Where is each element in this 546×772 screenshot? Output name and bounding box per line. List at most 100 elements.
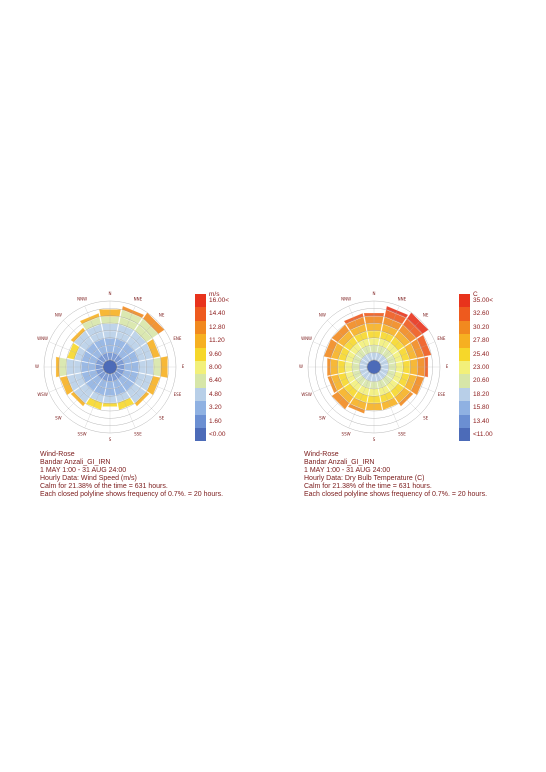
legend-label: 16.00< bbox=[209, 297, 230, 304]
wind-rose-segment bbox=[79, 312, 100, 325]
legend-label: 25.40 bbox=[473, 350, 490, 358]
direction-label: SE bbox=[423, 416, 429, 421]
caption-polyline: Each closed polyline shows frequency of … bbox=[304, 491, 488, 499]
direction-label: ESE bbox=[174, 392, 182, 397]
wind-rose-panel-right: N NNE NE ENE E ESE SE SSE S SSW SW WSW W WNW NW NNW C 3… bbox=[299, 280, 542, 510]
legend-label: 23.00 bbox=[473, 364, 490, 371]
legend-entry: 3.20 bbox=[195, 401, 255, 415]
legend-swatch bbox=[459, 347, 470, 361]
legend-label: 8.00 bbox=[209, 364, 222, 371]
caption-station: Bandar Anzali_GI_IRN bbox=[40, 459, 111, 467]
direction-label: WNW bbox=[301, 336, 312, 341]
direction-label: ESE bbox=[438, 392, 446, 397]
direction-label: NNW bbox=[77, 297, 87, 302]
direction-spoke bbox=[373, 366, 421, 414]
caption-calm: Calm for 21.38% of the time = 631 hours. bbox=[304, 483, 432, 491]
legend-swatch bbox=[459, 294, 470, 308]
direction-label: NNE bbox=[134, 297, 143, 302]
legend-entry: 25.40 bbox=[459, 347, 519, 361]
legend-entry: 8.00 bbox=[195, 361, 255, 375]
direction-label: E bbox=[182, 364, 185, 369]
legend-entry: 14.40 bbox=[195, 307, 255, 321]
legend-label: 27.80 bbox=[473, 337, 490, 345]
direction-spoke bbox=[348, 305, 375, 368]
direction-label: ENE bbox=[437, 336, 446, 341]
legend-label: <0.00 bbox=[209, 431, 226, 438]
direction-label: ENE bbox=[173, 336, 182, 341]
wind-rose-chart-left: N NNE NE ENE E ESE SE SSE S SSW SW WSW W WNW NW NNW bbox=[35, 291, 185, 442]
direction-spoke bbox=[109, 305, 136, 368]
legend-swatch bbox=[195, 428, 206, 442]
legend-label: 11.20 bbox=[209, 337, 225, 345]
legend-label: 4.80 bbox=[209, 390, 222, 398]
legend-entry: 20.60 bbox=[459, 374, 519, 388]
caption-station: Bandar Anzali_GI_IRN bbox=[304, 459, 375, 467]
wind-rose-segment bbox=[121, 305, 145, 319]
caption-polyline: Each closed polyline shows frequency of … bbox=[40, 491, 224, 499]
legend-entry: 15.80 bbox=[459, 401, 519, 415]
legend-label: 9.60 bbox=[209, 350, 222, 358]
legend-label: 14.40 bbox=[209, 310, 226, 318]
direction-spoke bbox=[327, 366, 375, 414]
direction-spoke bbox=[312, 366, 375, 393]
direction-label: NNW bbox=[341, 297, 351, 302]
legend-swatch bbox=[459, 334, 470, 348]
legend-label: 1.60 bbox=[209, 417, 222, 425]
direction-spoke bbox=[373, 366, 436, 393]
legend-entry: 18.20 bbox=[459, 387, 519, 402]
caption-calm: Calm for 21.38% of the time = 631 hours. bbox=[40, 483, 168, 491]
direction-label: SW bbox=[319, 416, 326, 421]
calm-circle bbox=[367, 360, 381, 374]
legend-left: m/s 16.00< 14.40 12.80 11.20 9.60 8.00 6.40 4.8… bbox=[195, 291, 255, 454]
direction-label: S bbox=[109, 437, 112, 442]
direction-spoke bbox=[84, 366, 111, 429]
direction-label: WSW bbox=[37, 392, 47, 397]
legend-swatch bbox=[195, 294, 206, 308]
direction-spoke bbox=[373, 305, 400, 368]
legend-label: 6.40 bbox=[209, 377, 222, 385]
legend-label: 35.00< bbox=[473, 297, 494, 304]
legend-swatch bbox=[459, 320, 470, 335]
legend-label: 12.80 bbox=[209, 323, 226, 331]
legend-label: 32.60 bbox=[473, 310, 490, 318]
legend-swatch bbox=[195, 347, 206, 361]
wind-rose-segment bbox=[347, 403, 366, 414]
wind-rose-panel-left: N NNE NE ENE E ESE SE SSE S SSW SW WSW W WNW NW NNW m/s… bbox=[35, 280, 278, 510]
legend-swatch bbox=[459, 401, 470, 415]
legend-label: 13.40 bbox=[473, 417, 490, 425]
direction-label: N bbox=[373, 291, 376, 296]
direction-spoke bbox=[109, 366, 157, 414]
direction-label: SW bbox=[55, 416, 62, 421]
direction-label: NW bbox=[55, 312, 62, 317]
caption-variable: Hourly Data: Wind Speed (m/s) bbox=[40, 475, 137, 483]
legend-swatch bbox=[459, 387, 470, 402]
wind-rose-segment bbox=[385, 305, 409, 319]
legend-swatch bbox=[459, 414, 470, 428]
legend-entry: 12.80 bbox=[195, 320, 255, 335]
caption-title: Wind-Rose bbox=[304, 451, 339, 458]
legend-label: 30.20 bbox=[473, 323, 490, 331]
caption-period: 1 MAY 1:00 - 31 AUG 24:00 bbox=[304, 467, 391, 475]
legend-swatch bbox=[195, 414, 206, 428]
direction-label: SSE bbox=[134, 431, 142, 436]
legend-entry: 27.80 bbox=[459, 334, 519, 348]
direction-spoke bbox=[63, 320, 111, 368]
legend-swatch bbox=[195, 334, 206, 348]
legend-entry: 11.20 bbox=[195, 334, 255, 348]
legend-entry: 30.20 bbox=[459, 320, 519, 335]
legend-swatch bbox=[195, 387, 206, 402]
direction-label: SSW bbox=[78, 431, 87, 436]
wind-rose-segment bbox=[327, 375, 338, 394]
direction-spoke bbox=[48, 341, 111, 368]
legend-swatch bbox=[459, 307, 470, 321]
legend-label: 15.80 bbox=[473, 404, 490, 412]
direction-spoke bbox=[109, 320, 157, 368]
legend-entry: 4.80 bbox=[195, 387, 255, 402]
direction-spoke bbox=[84, 305, 111, 368]
legend-swatch bbox=[459, 428, 470, 442]
direction-label: WSW bbox=[301, 392, 311, 397]
caption-title: Wind-Rose bbox=[40, 451, 75, 458]
legend-label: 20.60 bbox=[473, 377, 490, 385]
legend-swatch bbox=[195, 374, 206, 388]
caption-left: Wind-Rose Bandar Anzali_GI_IRN 1 MAY 1:0… bbox=[40, 451, 223, 500]
